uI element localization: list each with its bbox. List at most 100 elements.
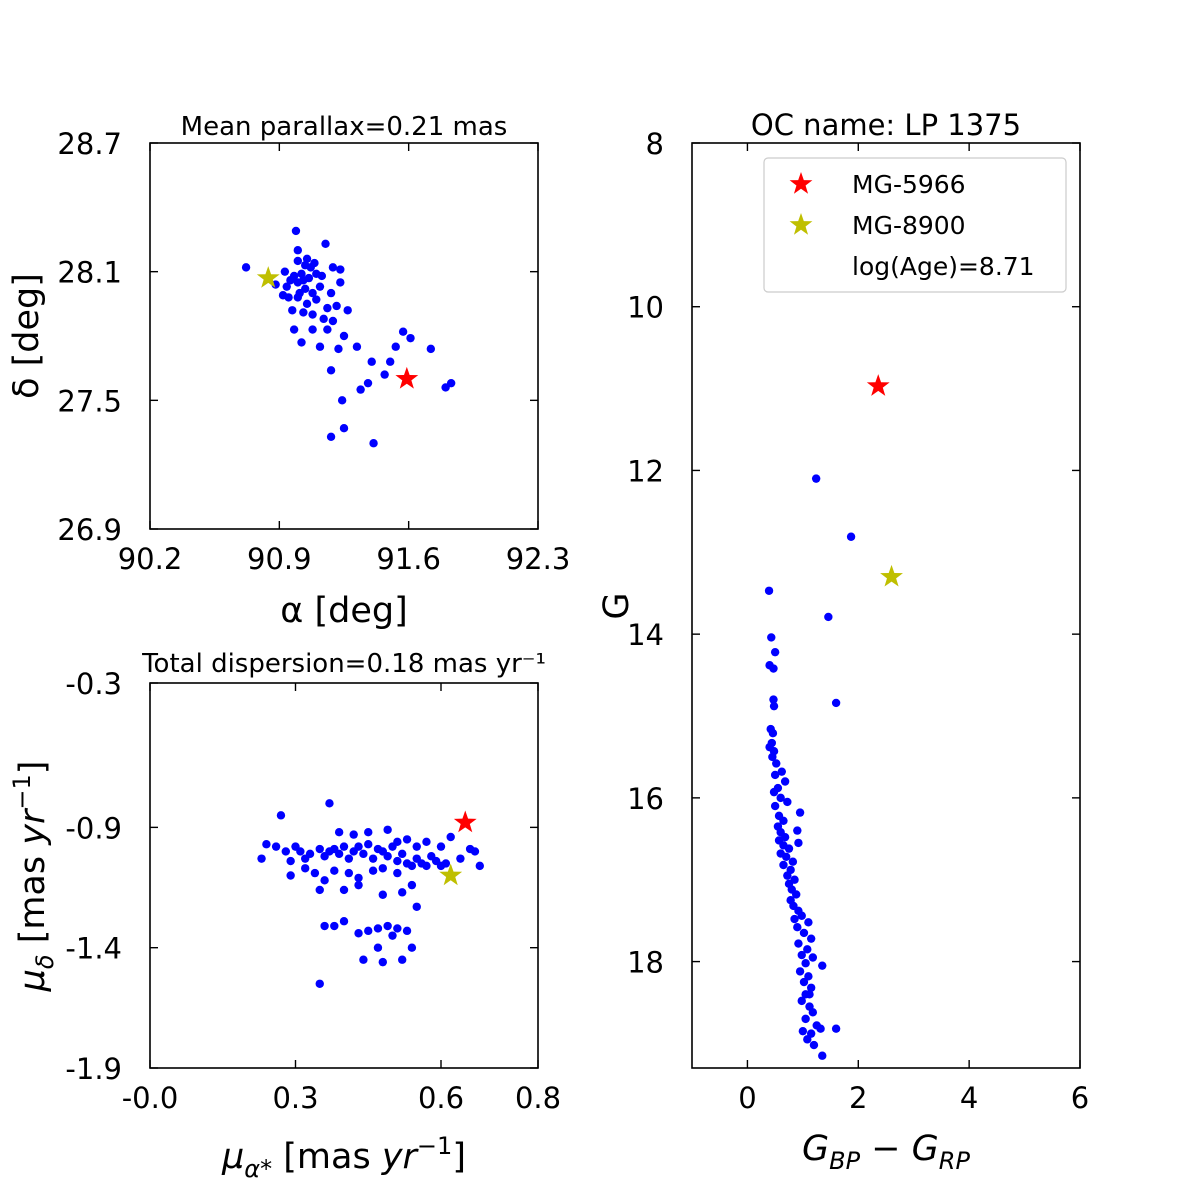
- cmd-point: [808, 1008, 818, 1017]
- proper-motion-point: [470, 847, 480, 856]
- cmd-xlabel: GBP − GRP: [802, 1129, 970, 1175]
- position-point: [326, 366, 336, 375]
- position-xtick-label: 92.3: [506, 542, 571, 576]
- legend-entries: MG-5966 MG-8900 log(Age)=8.71: [789, 170, 1035, 281]
- cmd-point: [799, 977, 809, 987]
- proper-motion-star-mg-5966: [453, 810, 477, 833]
- proper-motion-point: [315, 885, 324, 895]
- cmd-point: [805, 990, 814, 999]
- cmd-point: [769, 695, 778, 704]
- cmd-point: [769, 701, 779, 711]
- position-point: [356, 385, 365, 394]
- cmd-point: [806, 934, 816, 943]
- cmd-point: [797, 911, 806, 920]
- cmd-star-mg-8900: [880, 564, 903, 587]
- position-point: [391, 342, 400, 351]
- proper-motion-point: [286, 856, 295, 866]
- position-point: [326, 432, 336, 441]
- position-point: [288, 306, 297, 315]
- cmd-point: [768, 752, 777, 762]
- cmd-point: [779, 860, 788, 870]
- position-point: [302, 254, 312, 263]
- proper-motion-point: [271, 842, 281, 851]
- position-point: [406, 333, 415, 343]
- position-point: [352, 342, 362, 351]
- proper-motion-ytick-label: -0.9: [65, 811, 122, 845]
- position-point: [297, 269, 306, 279]
- position-ylabel: δ [deg]: [7, 273, 47, 399]
- cmd-point: [797, 950, 806, 960]
- proper-motion-point: [359, 849, 368, 859]
- cmd-point: [809, 1040, 819, 1050]
- proper-motion-point: [286, 871, 295, 880]
- proper-motion-point: [368, 854, 378, 863]
- proper-motion-point: [398, 849, 407, 859]
- proper-motion-point: [383, 921, 392, 931]
- cmd-xtick-label: 6: [1071, 1081, 1089, 1115]
- proper-motion-point: [364, 840, 373, 849]
- position-points: [241, 226, 456, 448]
- cmd-point: [783, 871, 792, 880]
- cmd-ytick-label: 8: [646, 127, 664, 161]
- position-point: [308, 288, 317, 298]
- cmd-legend: MG-5966 MG-8900 log(Age)=8.71: [763, 157, 1067, 293]
- position-point: [321, 239, 330, 248]
- cmd-point: [811, 474, 821, 483]
- position-point: [323, 325, 332, 334]
- position-point: [299, 308, 308, 317]
- proper-motion-point: [257, 854, 266, 863]
- proper-motion-point: [262, 840, 271, 849]
- proper-motion-point: [276, 811, 286, 820]
- cmd-ylabel: G: [597, 592, 637, 619]
- cmd-ytick-label: 18: [627, 946, 664, 980]
- legend-star-mg-5966: [789, 172, 813, 194]
- proper-motion-ylabel: μδ [mas yr−1]: [8, 761, 59, 993]
- cmd-point: [764, 586, 774, 595]
- cmd-ytick-label: 10: [627, 291, 664, 325]
- proper-motion-point: [441, 859, 451, 868]
- proper-motion-xtick-label: 0.3: [272, 1081, 318, 1115]
- proper-motion-point: [398, 955, 407, 964]
- position-star-mg-5966: [395, 366, 419, 389]
- proper-motion-point: [393, 856, 402, 866]
- proper-motion-point: [412, 842, 421, 851]
- cmd-point: [770, 770, 780, 780]
- proper-motion-point: [446, 832, 455, 842]
- proper-motion-point: [364, 926, 373, 936]
- cmd-point: [779, 816, 788, 825]
- proper-motion-point: [344, 868, 354, 878]
- proper-motion-point: [393, 924, 402, 933]
- proper-motion-point: [339, 885, 349, 895]
- position-point: [308, 325, 317, 334]
- cmd-point: [831, 698, 841, 708]
- proper-motion-point: [407, 861, 417, 871]
- proper-motion-point: [402, 835, 412, 844]
- position-point: [282, 282, 291, 291]
- position-point: [343, 306, 352, 315]
- proper-motion-point: [398, 888, 407, 897]
- proper-motion-point: [354, 873, 363, 883]
- proper-motion-point: [334, 849, 344, 859]
- position-point: [336, 265, 345, 274]
- cmd-point: [784, 844, 794, 853]
- position-point: [339, 424, 349, 433]
- cmd-point: [788, 857, 798, 866]
- legend-star-mg-8900: [789, 213, 813, 235]
- position-panel: Mean parallax=0.21 mas α [deg] δ [deg] 9…: [7, 112, 570, 631]
- proper-motion-point: [301, 864, 310, 873]
- cmd-point: [768, 728, 778, 738]
- proper-motion-point: [310, 868, 320, 878]
- proper-motion-point: [373, 943, 383, 952]
- proper-motion-point: [456, 854, 465, 863]
- proper-motion-xtick-label: 0.6: [418, 1081, 464, 1115]
- position-ytick-label: 28.1: [57, 256, 122, 290]
- proper-motion-point: [305, 849, 315, 859]
- proper-motion-point: [422, 837, 431, 847]
- proper-motion-point: [407, 880, 417, 890]
- proper-motion-points: [257, 799, 484, 988]
- proper-motion-point: [364, 827, 373, 837]
- position-point: [334, 344, 343, 354]
- position-point: [323, 303, 332, 313]
- legend-box: [763, 157, 1067, 293]
- position-point: [315, 282, 325, 291]
